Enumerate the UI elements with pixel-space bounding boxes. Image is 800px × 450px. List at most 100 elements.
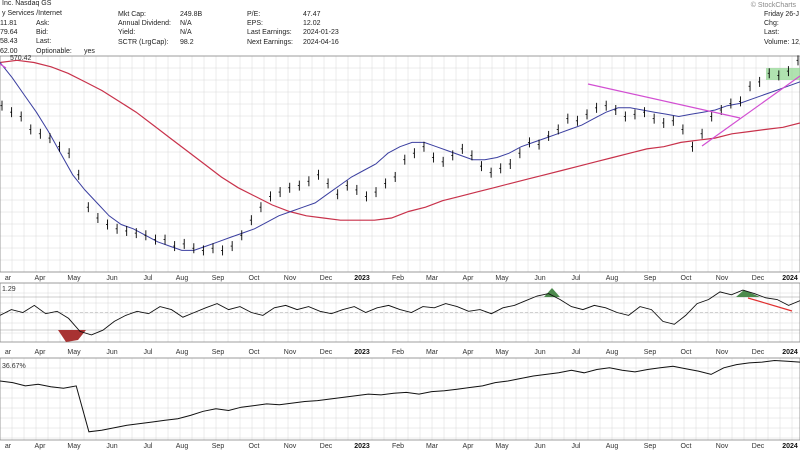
watermark: © StockCharts xyxy=(750,2,796,9)
x-tick-label: Dec xyxy=(752,275,765,282)
field-value: N/A xyxy=(180,29,192,37)
field-optionable: Optionable: yes xyxy=(36,47,106,56)
x-tick-label: Sep xyxy=(644,349,657,356)
x-axis: ar Apr May Jun Jul Aug Sep Oct Nov Dec 2023 Feb Mar A… xyxy=(2,55,798,450)
x-tick-label: Oct xyxy=(681,443,692,450)
header-fields-b: Mkt Cap: 249.8B Annual Dividend: N/A Yield: N… xyxy=(118,10,238,47)
oversold-fill xyxy=(58,330,86,342)
x-tick-label: Nov xyxy=(284,443,297,450)
right-line: Last: xyxy=(764,29,780,37)
x-tick-label: Oct xyxy=(249,443,260,450)
x-tick-label: Sep xyxy=(644,443,657,450)
x-tick-label: Jun xyxy=(534,349,545,356)
field-mktcap: Mkt Cap: 249.8B xyxy=(118,10,238,19)
x-tick-label: Aug xyxy=(606,349,619,356)
x-tick-label: Feb xyxy=(392,349,404,356)
right-line: Volume: 12,7 xyxy=(764,38,800,46)
x-tick-label: Feb xyxy=(392,443,404,450)
x-tick-label: Jul xyxy=(144,349,153,356)
x-tick-label: Apr xyxy=(35,443,47,450)
field-label: P/E: xyxy=(247,11,261,18)
x-tick-label: Aug xyxy=(606,443,619,450)
x-tick-label: 2023 xyxy=(354,349,370,356)
trendline-left xyxy=(0,63,7,69)
x-tick-label: Oct xyxy=(681,275,692,282)
panel-border xyxy=(0,357,800,441)
x-tick-label: 2023 xyxy=(354,443,370,450)
x-tick-label: 2024 xyxy=(782,443,798,450)
panel-border xyxy=(0,55,800,273)
field-value: yes xyxy=(84,47,95,55)
x-tick-label: Nov xyxy=(716,275,729,282)
field-value: 2024-04-16 xyxy=(303,38,339,46)
overbought-fill xyxy=(736,290,760,297)
x-tick-label: Apr xyxy=(463,349,475,356)
x-tick-label: May xyxy=(67,275,81,282)
price-panel xyxy=(0,55,800,256)
oscillator-line xyxy=(0,289,800,336)
field-value: 98.2 xyxy=(180,38,194,46)
field-label: Next Earnings: xyxy=(247,38,293,46)
x-tick-label: Dec xyxy=(320,349,333,356)
x-tick-label: Nov xyxy=(284,275,297,282)
left-value: 11.81 xyxy=(0,20,17,27)
field-label: Mkt Cap: xyxy=(118,11,147,18)
field-label: Optionable: xyxy=(36,47,72,55)
x-tick-label: Dec xyxy=(752,443,765,450)
x-tick-label: Nov xyxy=(284,349,297,356)
field-last: Last: xyxy=(36,37,106,46)
x-tick-label: Mar xyxy=(426,349,439,356)
field-sctrlrgcap: SCTR (LrgCap): 98.2 xyxy=(118,38,238,47)
field-eps: EPS: 12.02 xyxy=(247,19,357,28)
field-label: SCTR (LrgCap): xyxy=(118,38,169,46)
x-tick-label: Oct xyxy=(681,349,692,356)
chart-header: 11.81 79.64 58.43 62.00 Inc. Nasdaq GS Ask:… xyxy=(0,0,800,56)
field-label: Annual Dividend: xyxy=(118,20,171,28)
x-tick-label: Sep xyxy=(644,275,657,282)
x-tick-label: Mar xyxy=(426,443,439,450)
x-tick-label: ar xyxy=(5,349,12,356)
ma200-line xyxy=(0,59,800,221)
field-label: EPS: xyxy=(247,20,263,28)
right-line: Friday 26-J xyxy=(764,11,800,18)
field-value: 47.47 xyxy=(303,11,321,18)
x-tick-label: Jul xyxy=(572,443,581,450)
x-tick-label: ar xyxy=(5,443,12,450)
field-ask: Ask: xyxy=(36,19,106,28)
x-tick-label: Jun xyxy=(106,443,117,450)
panel-border xyxy=(0,282,800,343)
x-tick-label: Nov xyxy=(716,443,729,450)
x-tick-label: Aug xyxy=(176,349,189,356)
left-value: 79.64 xyxy=(0,29,18,37)
x-tick-label: Aug xyxy=(606,275,619,282)
x-tick-label: Jun xyxy=(534,275,545,282)
field-bid: Bid: xyxy=(36,28,106,37)
field-value: N/A xyxy=(180,20,192,28)
x-tick-label: Jul xyxy=(572,349,581,356)
field-label: Last Earnings: xyxy=(247,29,292,37)
x-tick-label: May xyxy=(495,349,509,356)
field-label: Bid: xyxy=(36,29,49,37)
x-tick-label: Jul xyxy=(144,275,153,282)
x-tick-label: 2024 xyxy=(782,349,798,356)
x-tick-label: Oct xyxy=(249,275,260,282)
x-tick-label: Apr xyxy=(463,275,475,282)
rs-panel-label: 36.67% xyxy=(2,363,26,370)
x-tick-label: Jun xyxy=(106,349,117,356)
x-tick-label: Mar xyxy=(426,275,439,282)
security-title: Inc. Nasdaq GS xyxy=(2,0,52,7)
header-right: Friday 26-J Chg:Last:Volume: 12,7 xyxy=(764,10,800,47)
right-line: Chg: xyxy=(764,20,779,28)
x-tick-label: Dec xyxy=(320,443,333,450)
oscillator-panel-label: 1.29 xyxy=(2,286,16,293)
x-tick-label: Dec xyxy=(752,349,765,356)
x-tick-label: Apr xyxy=(35,349,47,356)
relative-strength-panel xyxy=(0,359,800,433)
field-label: Last: xyxy=(36,38,52,46)
field-label: Ask: xyxy=(36,20,50,27)
x-tick-label: Nov xyxy=(716,349,729,356)
relative-strength-line xyxy=(0,359,800,433)
field-value: 12.02 xyxy=(303,20,321,28)
x-tick-label: May xyxy=(67,349,81,356)
